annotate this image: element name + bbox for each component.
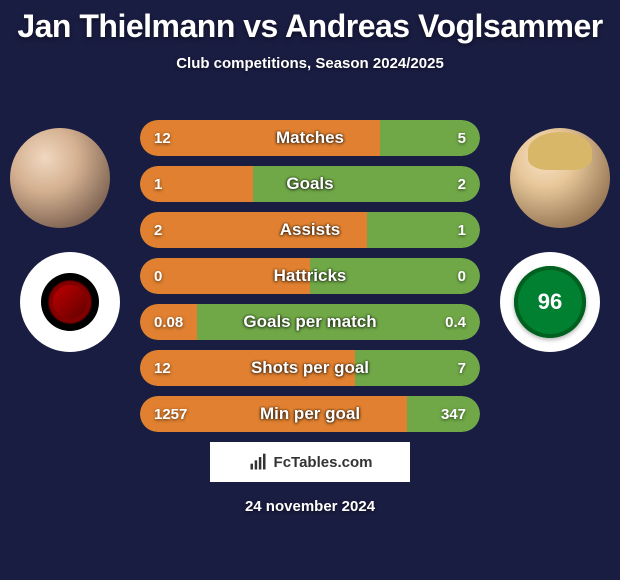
stat-bar: 12Goals bbox=[140, 166, 480, 202]
player-right-avatar bbox=[510, 128, 610, 228]
club-left-logo bbox=[20, 252, 120, 352]
stat-bar: 21Assists bbox=[140, 212, 480, 248]
stat-label: Goals per match bbox=[140, 304, 480, 340]
stat-bar: 00Hattricks bbox=[140, 258, 480, 294]
stat-label: Matches bbox=[140, 120, 480, 156]
club-right-logo: 96 bbox=[500, 252, 600, 352]
footer-brand-box: FcTables.com bbox=[210, 442, 410, 482]
stat-bar: 125Matches bbox=[140, 120, 480, 156]
club-right-text: 96 bbox=[514, 266, 586, 338]
page-title: Jan Thielmann vs Andreas Voglsammer bbox=[0, 0, 620, 45]
stat-label: Shots per goal bbox=[140, 350, 480, 386]
stat-bar: 127Shots per goal bbox=[140, 350, 480, 386]
footer-brand-text: FcTables.com bbox=[274, 454, 373, 471]
stat-label: Min per goal bbox=[140, 396, 480, 432]
player-left-avatar bbox=[10, 128, 110, 228]
footer-date: 24 november 2024 bbox=[0, 498, 620, 515]
page-subtitle: Club competitions, Season 2024/2025 bbox=[0, 55, 620, 72]
stat-bar: 1257347Min per goal bbox=[140, 396, 480, 432]
stats-bars-container: 125Matches 12Goals 21Assists 00Hattricks 0.0… bbox=[140, 120, 480, 442]
stat-bar: 0.080.4Goals per match bbox=[140, 304, 480, 340]
stat-label: Assists bbox=[140, 212, 480, 248]
stat-label: Goals bbox=[140, 166, 480, 202]
stat-label: Hattricks bbox=[140, 258, 480, 294]
chart-icon bbox=[248, 452, 268, 472]
